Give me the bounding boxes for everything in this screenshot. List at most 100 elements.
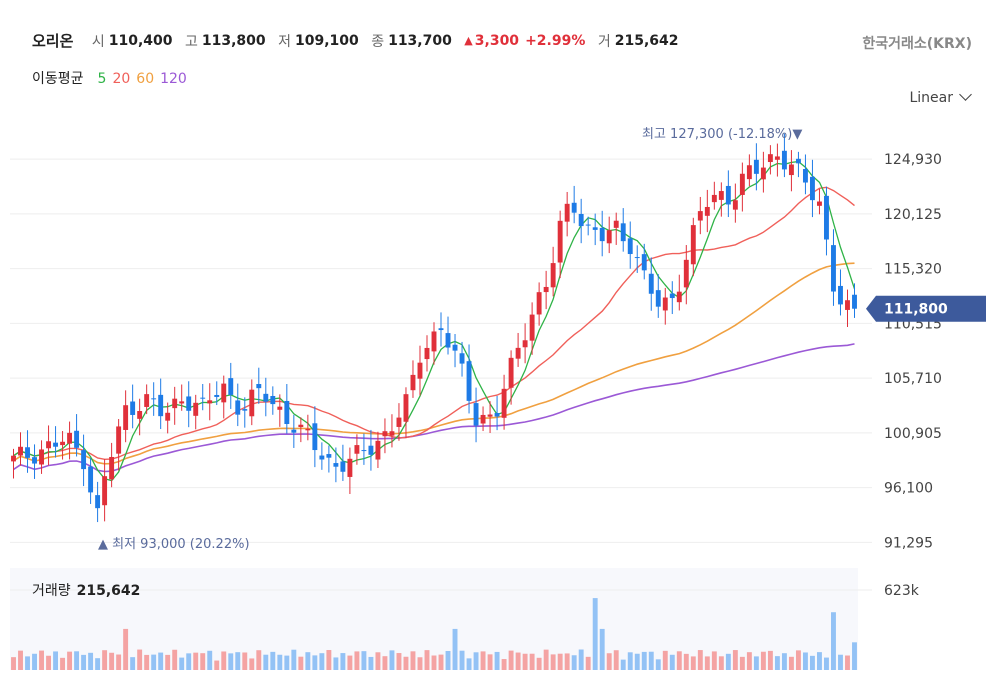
candle-body [158,394,164,417]
volume-bar [25,656,30,670]
candle-body [606,230,612,244]
volume-bar [32,653,37,670]
volume-bar [193,652,199,670]
candle-body [18,446,23,456]
candle-body [676,291,682,303]
volume-bar [767,650,773,670]
volume-bar [487,654,493,670]
volume-bar [852,642,857,670]
volume-bar [809,655,815,670]
volume-bar [690,656,696,670]
change-value: 3,300 [474,32,520,49]
volume-bar [732,650,738,670]
candle-body [53,442,59,447]
candle-body [249,389,255,417]
scale-selector[interactable]: Linear [909,88,972,106]
candle-body [445,333,451,348]
candle-body [690,225,696,265]
volume-bar [774,656,780,670]
volume-bar [256,650,262,670]
y-tick-label: 115,320 [884,262,942,278]
volume-bar [340,653,346,670]
moving-average-legend: 이동평균 5 20 60 120 [32,68,199,88]
volume-bar [165,654,171,670]
candle-body [193,402,199,416]
volume-bar [697,650,703,670]
volume-bar [466,658,472,670]
candle-body [277,406,283,410]
ma-legend-item-120: 120 [160,71,187,87]
candle-body [39,449,44,465]
candle-body [732,200,738,210]
candle-body [592,227,598,230]
volume-bar [347,655,353,670]
candle-body [130,401,136,415]
volume-bar [564,653,570,670]
volume-panel-label: 거래량 [32,583,71,599]
volume-label: 거 [597,33,611,50]
candle-body [466,361,472,401]
candle-body [802,169,808,183]
candle-body [88,466,94,493]
volume-bar [606,653,612,670]
volume-bar [578,649,584,670]
volume-bar [753,656,759,670]
candle-body [151,398,157,400]
volume-bar [130,657,136,670]
volume-bar [571,655,577,670]
stock-header: 오리온 시 110,400 고 113,800 저 109,100 종 113,700 … [32,30,686,50]
candle-body [221,383,227,403]
candle-body [452,344,458,351]
candle-body [739,173,745,195]
candle-body [382,431,388,437]
volume-bar [802,652,808,670]
volume-bar [459,650,465,670]
candle-body [536,292,542,315]
y-tick-label: 96,100 [884,481,933,497]
volume-bar [760,651,766,670]
volume-panel-value: 215,642 [76,583,141,599]
candle-body [340,461,346,472]
volume-bar [845,655,850,670]
high-label: 고 [184,33,198,50]
volume-bar [172,649,178,670]
open-label: 시 [91,33,105,50]
volume-bar [838,654,843,670]
volume-bar [361,651,367,670]
candle-body [760,167,766,180]
volume-bar [326,650,332,670]
candle-body [655,290,661,307]
volume-bar [655,659,661,670]
candle-body [396,417,402,427]
volume-bar [88,652,94,670]
volume-bar [831,612,836,670]
candle-body [788,164,794,176]
volume-bar [424,650,430,670]
candle-body [831,245,836,292]
volume-bar [277,654,283,670]
volume-bar [242,652,248,670]
candle-body [578,213,584,227]
volume-bar [102,650,108,670]
candle-body [424,347,430,360]
exchange-name: 한국거래소(KRX) [862,36,972,52]
candle-body [102,476,108,506]
low-label: 저 [278,33,291,50]
candle-body [60,441,66,446]
volume-bar [550,654,556,670]
volume-bar [186,653,192,670]
volume-bar [67,651,73,670]
candle-body [431,331,437,352]
volume-bar [214,660,220,670]
min-price-annotation: ▲ 최저 93,000 (20.22%) [98,537,250,552]
candle-body [403,394,409,422]
candle-body [305,428,311,431]
volume-bar [263,654,269,670]
candle-body [648,273,654,294]
volume-bar [207,650,213,670]
candle-body [347,458,353,477]
candle-body [473,403,479,426]
volume-bar [515,652,521,670]
volume-bar [228,653,234,670]
